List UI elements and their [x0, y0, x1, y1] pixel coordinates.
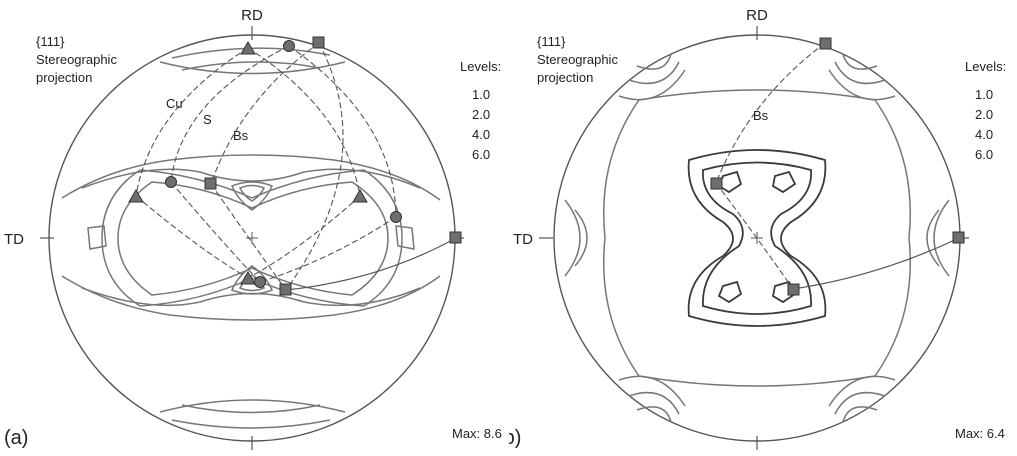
- cu-triangle-marker: [240, 41, 256, 55]
- s-circle-marker: [254, 276, 266, 288]
- cu-triangle-marker: [128, 189, 144, 203]
- bs-square-marker: [204, 177, 217, 190]
- level-value: 1.0: [975, 87, 993, 102]
- bs-markers: [204, 36, 462, 296]
- level-value: 4.0: [472, 127, 490, 142]
- level-value: 4.0: [975, 127, 993, 142]
- s-circle-marker: [283, 40, 295, 52]
- cu-triangle-marker: [352, 189, 368, 203]
- plane-label: {111}: [36, 34, 65, 49]
- pole-figure-b: RD TD {111} Stereographic projection Bs …: [509, 0, 1017, 456]
- component-label-cu: Cu: [166, 96, 183, 111]
- bs-square-marker: [819, 37, 832, 50]
- component-label-bs: Bs: [753, 108, 769, 123]
- projection-label-line2: projection: [537, 70, 593, 85]
- rd-label: RD: [746, 7, 768, 24]
- level-value: 2.0: [975, 107, 993, 122]
- cu-markers: [128, 41, 368, 285]
- pole-figure-a: RD TD {111} Stereographic projection Cu …: [0, 0, 508, 456]
- max-label: Max: 8.6: [452, 426, 502, 441]
- cu-triangle-marker: [240, 271, 256, 285]
- td-label: TD: [513, 231, 533, 248]
- s-circle-marker: [165, 176, 177, 188]
- panel-letter: (a): [4, 427, 28, 449]
- projection-label-line1: Stereographic: [537, 52, 618, 67]
- projection-label-line2: projection: [36, 70, 92, 85]
- bs-square-marker: [952, 231, 965, 244]
- bs-square-marker: [787, 283, 800, 296]
- bs-square-marker: [710, 177, 723, 190]
- max-label: Max: 6.4: [955, 426, 1005, 441]
- component-label-s: S: [203, 112, 212, 127]
- rd-label: RD: [241, 7, 263, 24]
- s-circle-marker: [390, 211, 402, 223]
- level-value: 1.0: [472, 87, 490, 102]
- bs-square-marker: [279, 283, 292, 296]
- high-intensity-contours: [687, 149, 827, 327]
- pole-figure-a-svg: RD TD {111} Stereographic projection Cu …: [4, 7, 502, 450]
- level-value: 6.0: [472, 147, 490, 162]
- level-value: 6.0: [975, 147, 993, 162]
- orientation-traces: [135, 42, 457, 291]
- level-value: 2.0: [472, 107, 490, 122]
- td-label: TD: [4, 231, 24, 248]
- bs-square-marker: [449, 231, 462, 244]
- plane-label: {111}: [537, 34, 566, 49]
- bs-square-marker: [312, 36, 325, 49]
- intensity-contours: [564, 53, 950, 423]
- s-markers: [165, 40, 402, 288]
- levels-title: Levels:: [965, 59, 1006, 74]
- component-label-bs: Bs: [233, 128, 249, 143]
- levels-title: Levels:: [460, 59, 501, 74]
- pole-figure-b-svg: RD TD {111} Stereographic projection Bs …: [509, 7, 1006, 450]
- panel-letter: (b): [509, 427, 521, 449]
- orientation-traces: [715, 42, 960, 290]
- bs-markers: [710, 37, 965, 296]
- projection-label-line1: Stereographic: [36, 52, 117, 67]
